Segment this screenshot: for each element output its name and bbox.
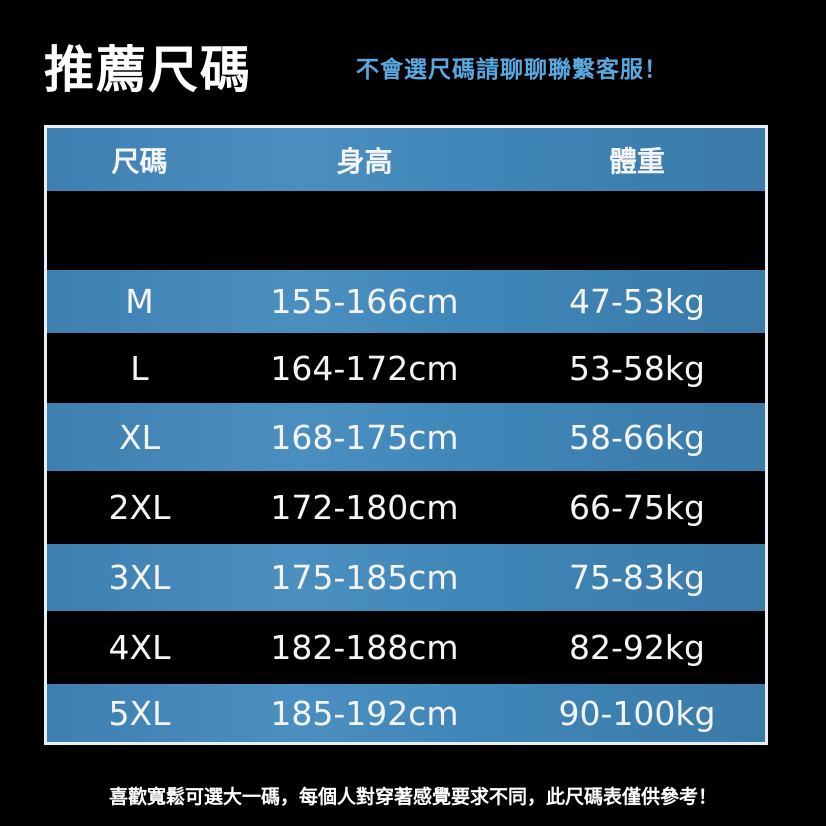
cell-height: 172-180cm: [270, 488, 459, 527]
cell-weight: 90-100kg: [558, 693, 716, 733]
customer-service-note: 不會選尺碼請聊聊聯繫客服！: [356, 57, 668, 83]
table-row: [47, 191, 765, 270]
cell-size: 5XL: [108, 693, 171, 733]
table-header: 尺碼 身高 體重: [47, 128, 765, 191]
table-row: XL 168-175cm 58-66kg: [47, 403, 765, 471]
cell-size: 4XL: [108, 628, 171, 667]
page-title: 推薦尺碼: [44, 41, 252, 99]
cell-height: 182-188cm: [270, 628, 459, 667]
cell-height: 164-172cm: [270, 348, 459, 388]
table-row: 4XL 182-188cm 82-92kg: [47, 611, 765, 684]
cell-height: 175-185cm: [270, 558, 459, 597]
cell-height: 168-175cm: [270, 417, 459, 457]
cell-weight: 82-92kg: [569, 628, 705, 667]
cell-size: 2XL: [108, 488, 171, 527]
header-size: 尺碼: [111, 144, 168, 178]
cell-weight: 58-66kg: [569, 417, 705, 457]
cell-weight: 75-83kg: [569, 558, 705, 597]
header-height: 身高: [336, 144, 393, 178]
table-row: 5XL 185-192cm 90-100kg: [47, 684, 765, 742]
cell-size: L: [130, 348, 149, 388]
table-row: 2XL 172-180cm 66-75kg: [47, 471, 765, 544]
cell-weight: 53-58kg: [569, 348, 705, 388]
table-row: 3XL 175-185cm 75-83kg: [47, 544, 765, 611]
cell-weight: 47-53kg: [569, 282, 705, 321]
footer-note: 喜歡寬鬆可選大一碼，每個人對穿著感覺要求不同，此尺碼表僅供參考！: [108, 786, 717, 808]
cell-size: XL: [119, 417, 160, 457]
size-chart-table: 尺碼 身高 體重 M 155-166cm 47-53kg L 164-172cm 53-5…: [44, 125, 768, 745]
cell-height: 185-192cm: [270, 693, 459, 733]
cell-height: 155-166cm: [270, 282, 459, 321]
cell-size: 3XL: [108, 558, 171, 597]
table-row: L 164-172cm 53-58kg: [47, 333, 765, 403]
header-weight: 體重: [608, 144, 665, 178]
cell-weight: 66-75kg: [569, 488, 705, 527]
cell-size: M: [125, 282, 154, 321]
table-row: M 155-166cm 47-53kg: [47, 270, 765, 333]
